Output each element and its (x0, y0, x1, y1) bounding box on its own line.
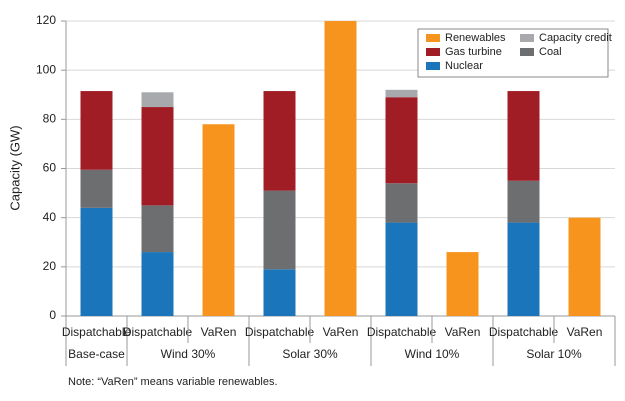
x-tick-label: VaRen (567, 325, 603, 339)
legend-label: Gas turbine (445, 46, 502, 58)
bar-segment (141, 205, 174, 253)
legend-label: Capacity credit (539, 32, 612, 44)
x-tick-label: VaRen (445, 325, 481, 339)
bar-segment (507, 222, 540, 316)
y-tick-label: 120 (36, 13, 56, 27)
bar-segment (263, 190, 296, 270)
note: Note: “VaRen” means variable renewables. (68, 376, 278, 388)
bar-segment (202, 124, 235, 316)
x-tick-label: VaRen (201, 325, 237, 339)
y-tick-label: 80 (43, 112, 57, 126)
group-label: Base-case (68, 347, 125, 361)
x-tick-label: Dispatchable (489, 325, 559, 339)
bar-segment (446, 252, 479, 316)
bar-segment (385, 183, 418, 223)
bar-segment (507, 180, 540, 223)
x-tick-label: Dispatchable (367, 325, 437, 339)
x-tick-label: Dispatchable (245, 325, 315, 339)
y-tick-label: 0 (49, 308, 56, 322)
bar-segment (263, 269, 296, 316)
bar-segment (80, 207, 113, 316)
bar-segment (568, 217, 601, 316)
y-tick-label: 60 (43, 161, 57, 175)
legend-label: Coal (539, 46, 562, 58)
y-tick-label: 40 (43, 210, 57, 224)
bar-segment (263, 91, 296, 191)
y-tick-label: 100 (36, 62, 56, 76)
bar-segment (324, 21, 357, 316)
bar-segment (141, 252, 174, 316)
bar-segment (385, 222, 418, 316)
legend-swatch (426, 34, 440, 42)
bar-segment (385, 89, 418, 98)
group-label: Solar 10% (526, 347, 582, 361)
group-label: Wind 10% (405, 347, 460, 361)
x-tick-label: Dispatchable (123, 325, 193, 339)
x-tick-label: VaRen (323, 325, 359, 339)
group-label: Solar 30% (282, 347, 338, 361)
legend-swatch (426, 48, 440, 56)
group-label: Wind 30% (161, 347, 216, 361)
x-tick-label: Dispatchable (62, 325, 132, 339)
bar-segment (141, 92, 174, 108)
bar-segment (385, 97, 418, 184)
legend-swatch (520, 48, 534, 56)
legend-label: Nuclear (445, 60, 483, 72)
bar-segment (80, 169, 113, 208)
y-tick-label: 20 (43, 259, 57, 273)
bar-segment (80, 91, 113, 170)
legend-label: Renewables (445, 32, 506, 44)
bar-segment (141, 107, 174, 206)
legend-box (417, 28, 609, 78)
legend-swatch (426, 62, 440, 70)
y-axis-label: Capacity (GW) (7, 125, 22, 210)
legend-swatch (520, 34, 534, 42)
bar-segment (507, 91, 540, 181)
